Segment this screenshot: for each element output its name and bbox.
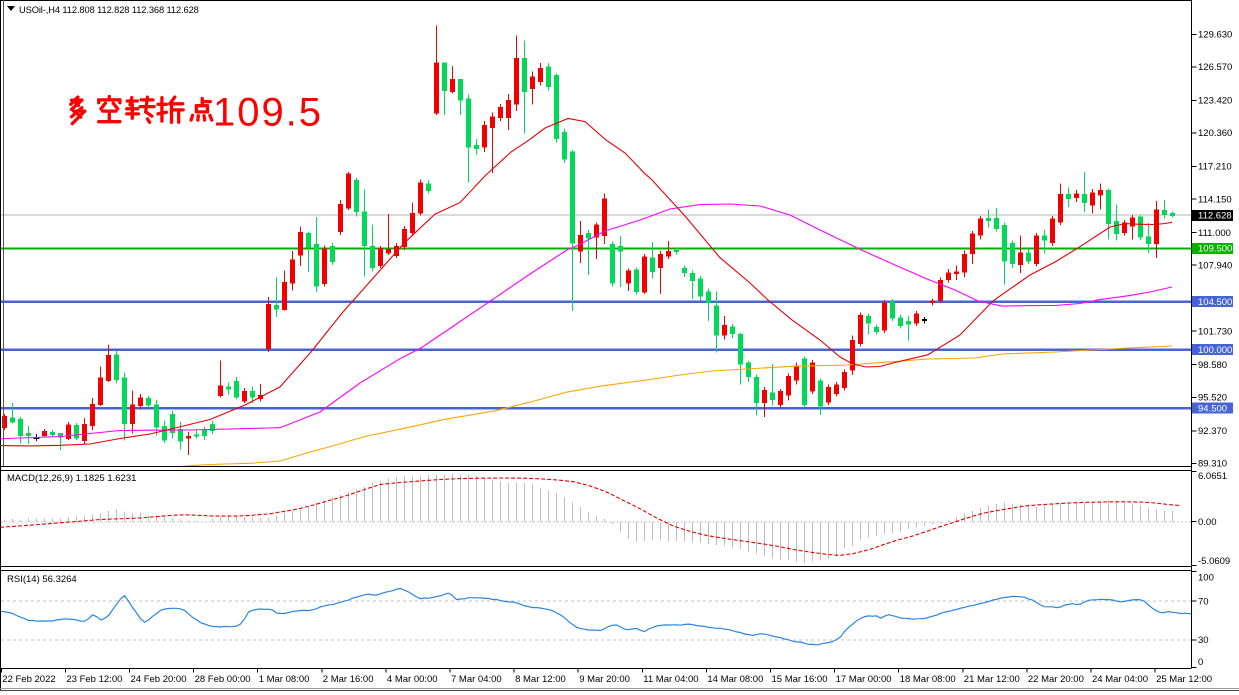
svg-text:15 Mar 16:00: 15 Mar 16:00 [772,674,828,685]
svg-text:104.500: 104.500 [1198,297,1232,308]
svg-text:70: 70 [1198,596,1209,607]
svg-text:14 Mar 08:00: 14 Mar 08:00 [707,674,763,685]
svg-text:111.000: 111.000 [1198,228,1231,239]
svg-text:6.0651: 6.0651 [1198,471,1227,482]
svg-text:117.210: 117.210 [1198,162,1232,173]
svg-text:95.520: 95.520 [1198,393,1227,404]
svg-text:RSI(14) 56.3264: RSI(14) 56.3264 [7,574,77,585]
svg-text:24 Feb 20:00: 24 Feb 20:00 [131,674,187,685]
svg-text:2 Mar 16:00: 2 Mar 16:00 [323,674,374,685]
svg-text:101.730: 101.730 [1198,326,1232,337]
svg-text:22 Mar 20:00: 22 Mar 20:00 [1028,674,1084,685]
svg-text:100: 100 [1198,573,1214,584]
svg-text:9 Mar 20:00: 9 Mar 20:00 [579,674,630,685]
svg-text:92.370: 92.370 [1198,426,1227,437]
svg-text:22 Feb 2022: 22 Feb 2022 [2,674,55,685]
svg-text:114.150: 114.150 [1198,194,1232,205]
svg-text:8 Mar 12:00: 8 Mar 12:00 [515,674,566,685]
svg-text:23 Feb 12:00: 23 Feb 12:00 [66,674,122,685]
svg-text:30: 30 [1198,635,1209,646]
svg-text:17 Mar 00:00: 17 Mar 00:00 [836,674,892,685]
svg-text:21 Mar 12:00: 21 Mar 12:00 [964,674,1020,685]
svg-text:112.628: 112.628 [1198,211,1232,222]
svg-text:0: 0 [1198,657,1203,668]
svg-text:7 Mar 04:00: 7 Mar 04:00 [451,674,502,685]
svg-text:25 Mar 12:00: 25 Mar 12:00 [1156,674,1212,685]
svg-text:1 Mar 08:00: 1 Mar 08:00 [259,674,310,685]
svg-text:0.00: 0.00 [1198,517,1217,528]
svg-text:98.580: 98.580 [1198,360,1227,371]
svg-text:11 Mar 04:00: 11 Mar 04:00 [643,674,698,685]
svg-text:24 Mar 04:00: 24 Mar 04:00 [1092,674,1148,685]
svg-text:89.310: 89.310 [1198,459,1227,470]
svg-text:109.500: 109.500 [1198,244,1232,255]
svg-text:107.940: 107.940 [1198,260,1232,271]
svg-text:126.570: 126.570 [1198,62,1232,73]
svg-text:28 Feb 00:00: 28 Feb 00:00 [195,674,251,685]
svg-text:MACD(12,26,9) 1.1825 1.6231: MACD(12,26,9) 1.1825 1.6231 [7,473,136,484]
svg-text:100.000: 100.000 [1198,345,1232,356]
svg-text:120.360: 120.360 [1198,128,1232,139]
svg-text:USOil-,H4 112.808 112.828 112: USOil-,H4 112.808 112.828 112.368 112.62… [19,5,199,15]
svg-text:18 Mar 08:00: 18 Mar 08:00 [900,674,956,685]
svg-text:129.630: 129.630 [1198,30,1232,41]
svg-text:4 Mar 00:00: 4 Mar 00:00 [387,674,438,685]
svg-text:-5.0609: -5.0609 [1198,556,1230,567]
svg-text:123.420: 123.420 [1198,96,1232,107]
svg-text:109.5: 109.5 [213,91,321,135]
svg-text:94.500: 94.500 [1198,403,1227,414]
